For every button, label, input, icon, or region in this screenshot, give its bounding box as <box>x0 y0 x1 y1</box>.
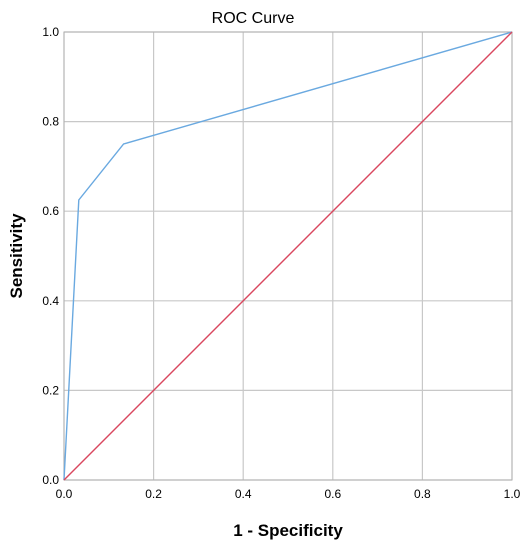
y-tick-label: 0.4 <box>42 294 59 308</box>
reference-diagonal-line <box>63 31 513 481</box>
x-tick-label: 0.6 <box>324 487 341 501</box>
y-tick-label: 0.0 <box>42 473 59 487</box>
plot-area-frame <box>63 31 513 481</box>
series-lines <box>63 31 513 481</box>
x-tick-label: 0.8 <box>414 487 431 501</box>
y-tick-label: 0.8 <box>42 115 59 129</box>
y-tick-label: 0.6 <box>42 204 59 218</box>
y-tick-labels: 0.0 0.2 0.4 0.6 0.8 1.0 <box>42 25 59 487</box>
x-tick-label: 0.2 <box>145 487 162 501</box>
x-tick-label: 1.0 <box>504 487 521 501</box>
y-tick-label: 0.2 <box>42 383 59 397</box>
chart-title: ROC Curve <box>212 10 295 27</box>
x-tick-label: 0.0 <box>56 487 73 501</box>
x-tick-label: 0.4 <box>235 487 252 501</box>
roc-curve-line <box>63 31 513 481</box>
y-tick-label: 1.0 <box>42 25 59 39</box>
x-axis-label: 1 - Specificity <box>233 521 343 540</box>
x-tick-labels: 0.0 0.2 0.4 0.6 0.8 1.0 <box>56 487 521 501</box>
y-axis-label: Sensitivity <box>7 213 26 299</box>
